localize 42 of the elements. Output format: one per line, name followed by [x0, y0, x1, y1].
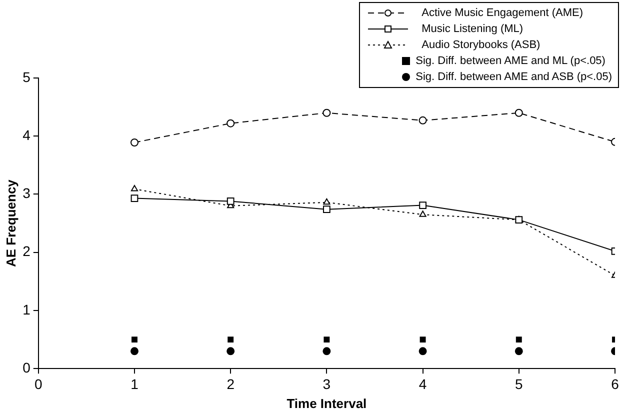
point: [228, 336, 234, 343]
y-axis-title: AE Frequency: [3, 178, 18, 268]
point: [322, 108, 331, 117]
y-tick-label: 1: [22, 301, 31, 318]
y-tick-label: 4: [22, 126, 31, 143]
point: [419, 202, 426, 209]
point: [130, 138, 138, 147]
y-tick-label: 0: [22, 359, 31, 376]
point: [323, 198, 330, 205]
y-tick-label: 5: [22, 68, 31, 85]
legend-label: Sig. Diff. between AME and ASB (p<.05): [416, 70, 612, 85]
y-tick-label: 3: [22, 185, 31, 202]
point: [514, 108, 523, 117]
legend-label: Sig. Diff. between AME and ML (p<.05): [416, 54, 606, 69]
point: [514, 347, 523, 356]
y-tick-label: 2: [22, 243, 31, 260]
x-tick-label: 4: [418, 376, 427, 392]
legend-label: Active Music Engagement (AME): [422, 6, 583, 21]
legend-label: Audio Storybooks (ASB): [422, 38, 540, 53]
point: [419, 210, 426, 217]
point: [418, 347, 427, 356]
x-tick-label: 5: [515, 376, 523, 392]
x-axis-title: Time Interval: [286, 396, 367, 411]
x-tick-label: 0: [34, 376, 42, 392]
point: [130, 347, 138, 356]
point: [323, 206, 330, 214]
point: [418, 116, 427, 124]
point: [130, 185, 138, 192]
point: [516, 336, 522, 343]
legend-label: Music Listening (ML): [422, 22, 524, 37]
x-tick-label: 6: [611, 376, 620, 392]
x-tick-label: 2: [226, 376, 235, 392]
point: [226, 347, 235, 356]
x-tick-label: 3: [322, 376, 331, 392]
point: [322, 347, 331, 356]
x-tick-label: 1: [130, 376, 139, 392]
point: [324, 336, 330, 343]
point: [132, 336, 138, 343]
point: [420, 336, 426, 343]
point: [226, 198, 234, 205]
point: [130, 194, 138, 202]
point: [226, 119, 235, 128]
